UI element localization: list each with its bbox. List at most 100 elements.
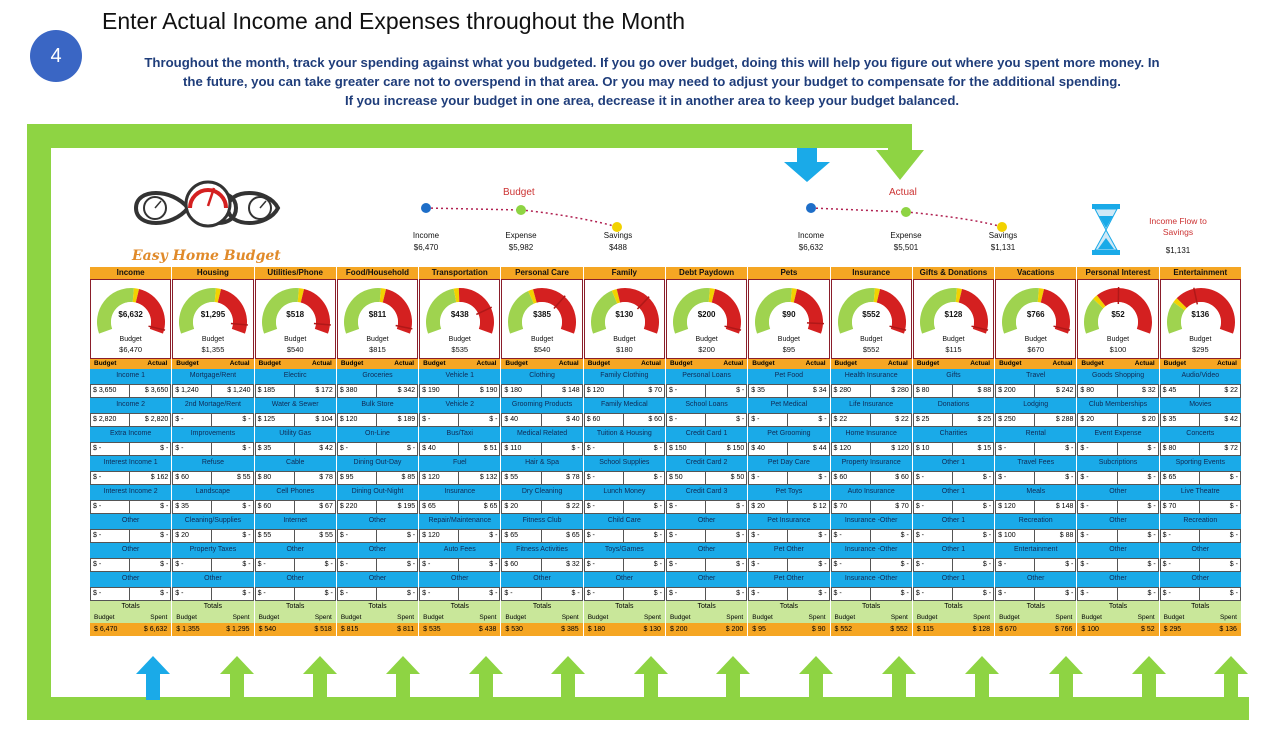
line-item-amounts[interactable]: $ 80 $ 88 (912, 383, 995, 398)
budget-amount[interactable]: $ - (586, 444, 595, 452)
actual-amount[interactable]: $ - (129, 529, 170, 542)
line-item-amounts[interactable]: $ - $ - (501, 586, 583, 601)
budget-amount[interactable]: $ 50 (668, 473, 683, 481)
line-item-amounts[interactable]: $ - $ - (912, 528, 995, 543)
budget-amount[interactable]: $ - (751, 560, 760, 568)
line-item-amounts[interactable]: $ 120 $ 132 (419, 470, 501, 485)
budget-amount[interactable]: $ - (175, 444, 184, 452)
budget-amount[interactable]: $ 220 (339, 502, 358, 510)
budget-amount[interactable]: $ 20 (751, 502, 765, 510)
budget-amount[interactable]: $ - (915, 502, 924, 510)
line-item-amounts[interactable]: $ 3,650 $ 3,650 (90, 383, 172, 398)
actual-amount[interactable]: $ - (458, 413, 499, 426)
line-item-amounts[interactable]: $ 280 $ 280 (830, 383, 912, 398)
budget-amount[interactable]: $ - (915, 473, 924, 481)
actual-amount[interactable]: $ - (293, 558, 335, 571)
actual-amount[interactable]: $ 42 (1198, 413, 1240, 426)
actual-amount[interactable]: $ 32 (540, 558, 582, 571)
line-item-amounts[interactable]: $ - $ - (1077, 499, 1159, 514)
actual-amount[interactable]: $ 60 (869, 471, 911, 484)
budget-amount[interactable]: $ - (1080, 502, 1089, 510)
line-item-amounts[interactable]: $ 20 $ - (172, 528, 254, 543)
line-item-amounts[interactable]: $ - $ - (912, 499, 995, 514)
actual-amount[interactable]: $ - (951, 529, 993, 542)
budget-amount[interactable]: $ - (915, 560, 924, 568)
actual-amount[interactable]: $ - (540, 442, 582, 455)
actual-amount[interactable]: $ 55 (293, 529, 335, 542)
budget-amount[interactable]: $ 40 (504, 415, 519, 423)
line-item-amounts[interactable]: $ - $ - (748, 412, 830, 427)
budget-amount[interactable]: $ 60 (504, 560, 519, 568)
budget-amount[interactable]: $ - (586, 502, 595, 510)
line-item-amounts[interactable]: $ - $ - (172, 557, 254, 572)
line-item-amounts[interactable]: $ - $ - (1159, 557, 1241, 572)
budget-amount[interactable]: $ 10 (915, 444, 930, 452)
actual-amount[interactable]: $ - (211, 529, 252, 542)
budget-amount[interactable]: $ - (504, 589, 513, 597)
actual-amount[interactable]: $ 44 (787, 442, 828, 455)
actual-amount[interactable]: $ 20 (1116, 413, 1158, 426)
actual-amount[interactable]: $ - (458, 529, 499, 542)
budget-amount[interactable]: $ 40 (422, 444, 436, 452)
budget-amount[interactable]: $ 80 (1162, 444, 1177, 452)
line-item-amounts[interactable]: $ 55 $ 78 (501, 470, 583, 485)
actual-amount[interactable]: $ - (211, 558, 252, 571)
actual-amount[interactable]: $ 55 (211, 471, 252, 484)
budget-amount[interactable]: $ 25 (915, 415, 930, 423)
actual-amount[interactable]: $ - (1198, 587, 1240, 600)
actual-amount[interactable]: $ - (1034, 558, 1075, 571)
actual-amount[interactable]: $ 32 (1116, 384, 1158, 397)
line-item-amounts[interactable]: $ 120 $ 120 (830, 441, 912, 456)
actual-amount[interactable]: $ - (375, 442, 417, 455)
budget-amount[interactable]: $ - (668, 502, 678, 510)
line-item-amounts[interactable]: $ - $ - (1077, 470, 1159, 485)
line-item-amounts[interactable]: $ - $ - (1077, 528, 1159, 543)
actual-amount[interactable]: $ - (211, 442, 252, 455)
line-item-amounts[interactable]: $ - $ - (748, 586, 830, 601)
actual-amount[interactable]: $ 2,820 (129, 413, 170, 426)
actual-amount[interactable]: $ - (869, 529, 911, 542)
line-item-amounts[interactable]: $ - $ - (583, 586, 665, 601)
budget-amount[interactable]: $ - (751, 473, 760, 481)
actual-amount[interactable]: $ - (951, 558, 993, 571)
budget-amount[interactable]: $ 60 (257, 502, 272, 510)
actual-amount[interactable]: $ - (129, 500, 170, 513)
actual-amount[interactable]: $ - (1034, 442, 1075, 455)
actual-amount[interactable]: $ - (787, 558, 828, 571)
actual-amount[interactable]: $ 60 (622, 413, 664, 426)
actual-amount[interactable]: $ 342 (375, 384, 417, 397)
line-item-amounts[interactable]: $ - $ - (665, 557, 748, 572)
actual-amount[interactable]: $ 150 (705, 442, 746, 455)
actual-amount[interactable]: $ 50 (705, 471, 746, 484)
line-item-amounts[interactable]: $ 60 $ 32 (501, 557, 583, 572)
line-item-amounts[interactable]: $ - $ - (665, 586, 748, 601)
actual-amount[interactable]: $ - (1116, 587, 1158, 600)
actual-amount[interactable]: $ 12 (787, 500, 828, 513)
budget-amount[interactable]: $ - (586, 589, 595, 597)
budget-amount[interactable]: $ 3,650 (93, 386, 117, 394)
actual-amount[interactable]: $ 22 (540, 500, 582, 513)
budget-amount[interactable]: $ - (175, 415, 184, 423)
budget-amount[interactable]: $ - (339, 531, 349, 539)
actual-amount[interactable]: $ - (951, 587, 993, 600)
line-item-amounts[interactable]: $ - $ - (90, 528, 172, 543)
line-item-amounts[interactable]: $ - $ - (172, 412, 254, 427)
budget-amount[interactable]: $ 120 (422, 473, 440, 481)
budget-amount[interactable]: $ 45 (1162, 386, 1177, 394)
actual-amount[interactable]: $ - (375, 558, 417, 571)
actual-amount[interactable]: $ 242 (1034, 384, 1075, 397)
budget-amount[interactable]: $ 280 (833, 386, 852, 394)
budget-amount[interactable]: $ - (668, 415, 678, 423)
line-item-amounts[interactable]: $ - $ - (336, 528, 419, 543)
budget-amount[interactable]: $ 100 (998, 531, 1016, 539)
budget-amount[interactable]: $ 380 (339, 386, 358, 394)
line-item-amounts[interactable]: $ 60 $ 55 (172, 470, 254, 485)
actual-amount[interactable]: $ - (540, 587, 582, 600)
actual-amount[interactable]: $ 78 (293, 471, 335, 484)
line-item-amounts[interactable]: $ 2,820 $ 2,820 (90, 412, 172, 427)
budget-amount[interactable]: $ 120 (586, 386, 605, 394)
line-item-amounts[interactable]: $ - $ - (665, 412, 748, 427)
budget-amount[interactable]: $ - (175, 560, 184, 568)
line-item-amounts[interactable]: $ 40 $ 51 (419, 441, 501, 456)
actual-amount[interactable]: $ 65 (458, 500, 499, 513)
